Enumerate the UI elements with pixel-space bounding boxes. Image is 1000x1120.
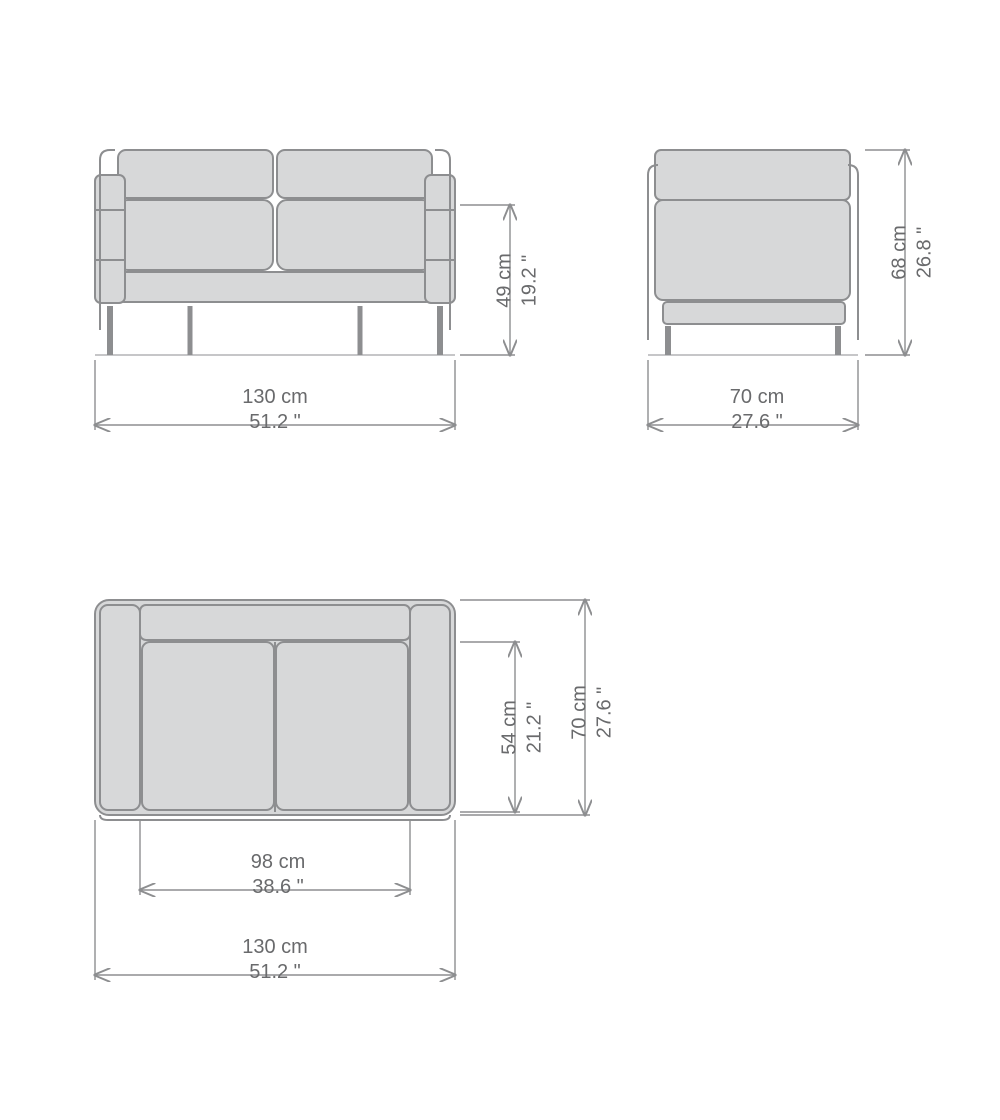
front-height-cm: 49 cm [493,236,518,326]
top-inner-cm: 98 cm [233,850,323,875]
front-view [95,150,455,355]
front-width-cm: 130 cm [230,385,320,410]
side-view [648,150,858,355]
front-width-in: 51.2 " [230,410,320,435]
technical-drawing-canvas: 130 cm 51.2 " 49 cm 19.2 " 70 cm 27.6 " … [0,0,1000,1120]
side-height-cm: 68 cm [888,208,913,298]
top-d1-cm: 54 cm [498,683,523,773]
top-outer-cm: 130 cm [230,935,320,960]
top-inner-in: 38.6 " [233,875,323,900]
side-width-in: 27.6 " [712,410,802,435]
top-view [95,600,455,820]
side-height-in: 26.8 " [913,208,938,298]
top-d2-in: 27.6 " [593,668,618,758]
side-width-cm: 70 cm [712,385,802,410]
top-d2-cm: 70 cm [568,668,593,758]
drawing-svg [0,0,1000,1120]
top-outer-in: 51.2 " [230,960,320,985]
top-d1-in: 21.2 " [523,683,548,773]
front-height-in: 19.2 " [518,236,543,326]
